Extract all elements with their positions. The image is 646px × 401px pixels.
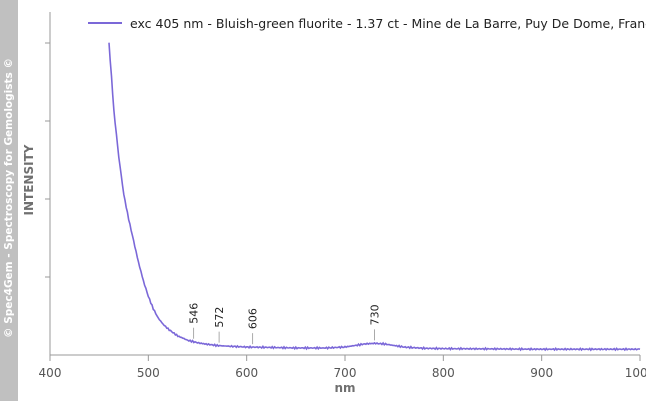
y-axis-title: INTENSITY bbox=[22, 144, 36, 215]
x-tick-label-500: 500 bbox=[137, 366, 160, 380]
chart-plot-area: 546 572 606 730 bbox=[108, 42, 641, 352]
watermark-strip: © Spec4Gem - Spectroscopy for Gemologist… bbox=[0, 0, 18, 401]
x-tick-label-900: 900 bbox=[530, 366, 553, 380]
x-axis-title: nm bbox=[334, 381, 355, 395]
x-tick-label-800: 800 bbox=[432, 366, 455, 380]
legend-label: exc 405 nm - Bluish-green fluorite - 1.3… bbox=[130, 16, 646, 31]
peak-label-606: 606 bbox=[247, 308, 260, 329]
peak-label-572: 572 bbox=[213, 307, 226, 328]
x-tick-label-600: 600 bbox=[235, 366, 258, 380]
chart-axes: 400 500 600 700 800 900 1000 nm INTENSITY bbox=[22, 12, 646, 395]
x-tick-label-700: 700 bbox=[334, 366, 357, 380]
x-tick-label-400: 400 bbox=[39, 366, 62, 380]
peak-label-546: 546 bbox=[188, 303, 201, 324]
x-tick-label-1000: 1000 bbox=[625, 366, 646, 380]
series-line bbox=[108, 42, 641, 352]
peak-label-730: 730 bbox=[369, 304, 382, 325]
chart-legend: exc 405 nm - Bluish-green fluorite - 1.3… bbox=[88, 16, 646, 31]
